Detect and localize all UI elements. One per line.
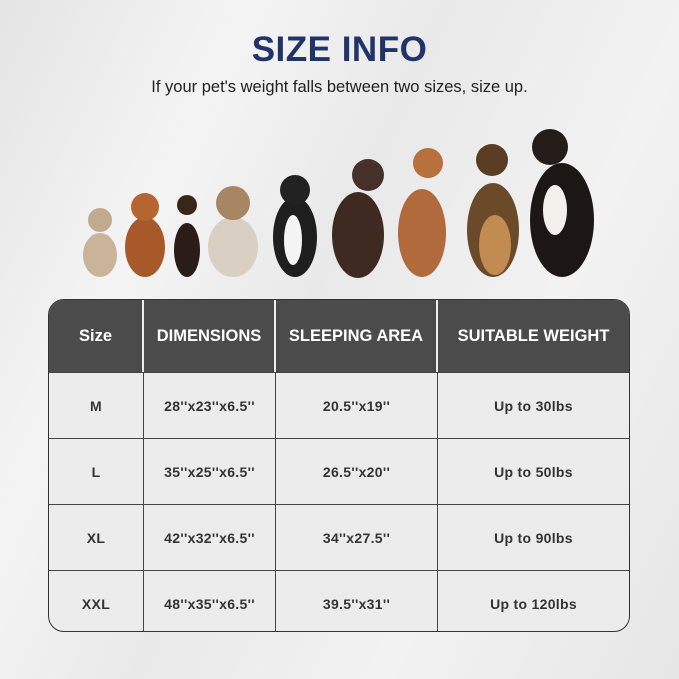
table-row: M 28''x23''x6.5'' 20.5''x19'' Up to 30lb… bbox=[49, 372, 629, 438]
table-row: XXL 48''x35''x6.5'' 39.5''x31'' Up to 12… bbox=[49, 570, 629, 631]
cell-sleeping-area: 20.5''x19'' bbox=[276, 373, 438, 438]
page-title: SIZE INFO bbox=[251, 30, 428, 69]
cell-weight: Up to 50lbs bbox=[494, 463, 573, 480]
subtitle: If your pet's weight falls between two s… bbox=[151, 78, 528, 96]
cell-weight: Up to 30lbs bbox=[494, 397, 573, 414]
cell-sleeping-area: 26.5''x20'' bbox=[276, 439, 438, 504]
table-header-row: Size DIMENSIONS SLEEPING AREA SUITABLE W… bbox=[49, 300, 629, 372]
dog-bernese bbox=[530, 129, 594, 277]
cell-size: XL bbox=[49, 505, 144, 570]
cell-sleeping-area: 34''x27.5'' bbox=[276, 505, 438, 570]
dog-border-collie bbox=[273, 175, 317, 277]
column-header: SUITABLE WEIGHT bbox=[457, 326, 610, 345]
cell-weight: Up to 120lbs bbox=[490, 595, 577, 612]
dog-bulldog bbox=[208, 186, 258, 277]
cell-dimensions: 28''x23''x6.5'' bbox=[144, 373, 276, 438]
dog-french-bulldog bbox=[83, 208, 117, 277]
cell-size: L bbox=[49, 439, 144, 504]
table-row: L 35''x25''x6.5'' 26.5''x20'' Up to 50lb… bbox=[49, 438, 629, 504]
column-header: DIMENSIONS bbox=[144, 300, 276, 372]
cell-dimensions: 35''x25''x6.5'' bbox=[144, 439, 276, 504]
dog-vizsla bbox=[398, 148, 446, 277]
dog-cavalier bbox=[125, 193, 165, 277]
column-header: Size bbox=[49, 300, 144, 372]
cell-sleeping-area: 39.5''x31'' bbox=[276, 571, 438, 631]
dogs-lineup-image bbox=[83, 129, 594, 278]
cell-size: XXL bbox=[49, 571, 144, 631]
table-row: XL 42''x32''x6.5'' 34''x27.5'' Up to 90l… bbox=[49, 504, 629, 570]
cell-size: M bbox=[49, 373, 144, 438]
dog-labrador bbox=[332, 159, 384, 278]
dog-german-shepherd bbox=[467, 144, 519, 277]
cell-dimensions: 48''x35''x6.5'' bbox=[144, 571, 276, 631]
cell-weight: Up to 90lbs bbox=[494, 529, 573, 546]
size-table: Size DIMENSIONS SLEEPING AREA SUITABLE W… bbox=[48, 299, 630, 632]
cell-dimensions: 42''x32''x6.5'' bbox=[144, 505, 276, 570]
column-header: SLEEPING AREA bbox=[276, 300, 438, 372]
dog-pinscher bbox=[174, 195, 200, 277]
